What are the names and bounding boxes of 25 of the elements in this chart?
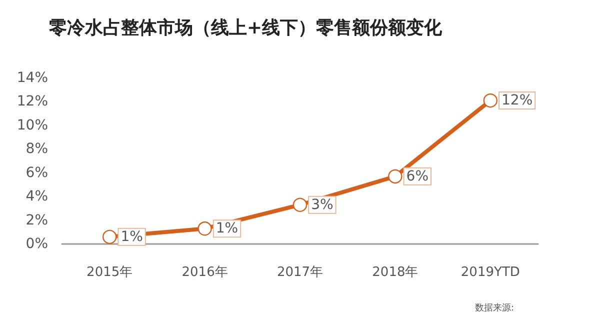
x-tick-label: 2016年	[182, 265, 228, 280]
source-note: 数据来源:	[474, 302, 514, 314]
data-label: 1%	[120, 228, 143, 245]
point	[388, 169, 402, 184]
point	[483, 93, 498, 108]
x-tick-label: 2018年	[372, 265, 418, 280]
x-tick-label: 2017年	[276, 265, 324, 280]
x-tick-label: 2015年	[86, 265, 133, 280]
point	[102, 230, 117, 244]
point	[198, 221, 212, 236]
y-tick-label: 2%	[26, 212, 48, 228]
chart-title: 零冷水占整体市场（线上+线下）零售额份额变化	[49, 18, 444, 38]
y-tick-label: 14%	[16, 70, 48, 86]
y-tick-label: 6%	[26, 164, 48, 181]
y-tick-label: 0%	[26, 236, 48, 252]
y-tick-label: 12%	[16, 94, 48, 110]
y-tick-label: 4%	[26, 188, 48, 205]
data-label: 6%	[406, 168, 429, 184]
y-tick-label: 10%	[16, 117, 48, 134]
data-label: 12%	[502, 92, 533, 109]
point	[292, 198, 308, 212]
data-label: 1%	[216, 220, 238, 237]
data-label: 3%	[311, 196, 334, 213]
y-tick-label: 8%	[26, 141, 48, 158]
x-tick-label: 2019YTD	[460, 265, 520, 280]
